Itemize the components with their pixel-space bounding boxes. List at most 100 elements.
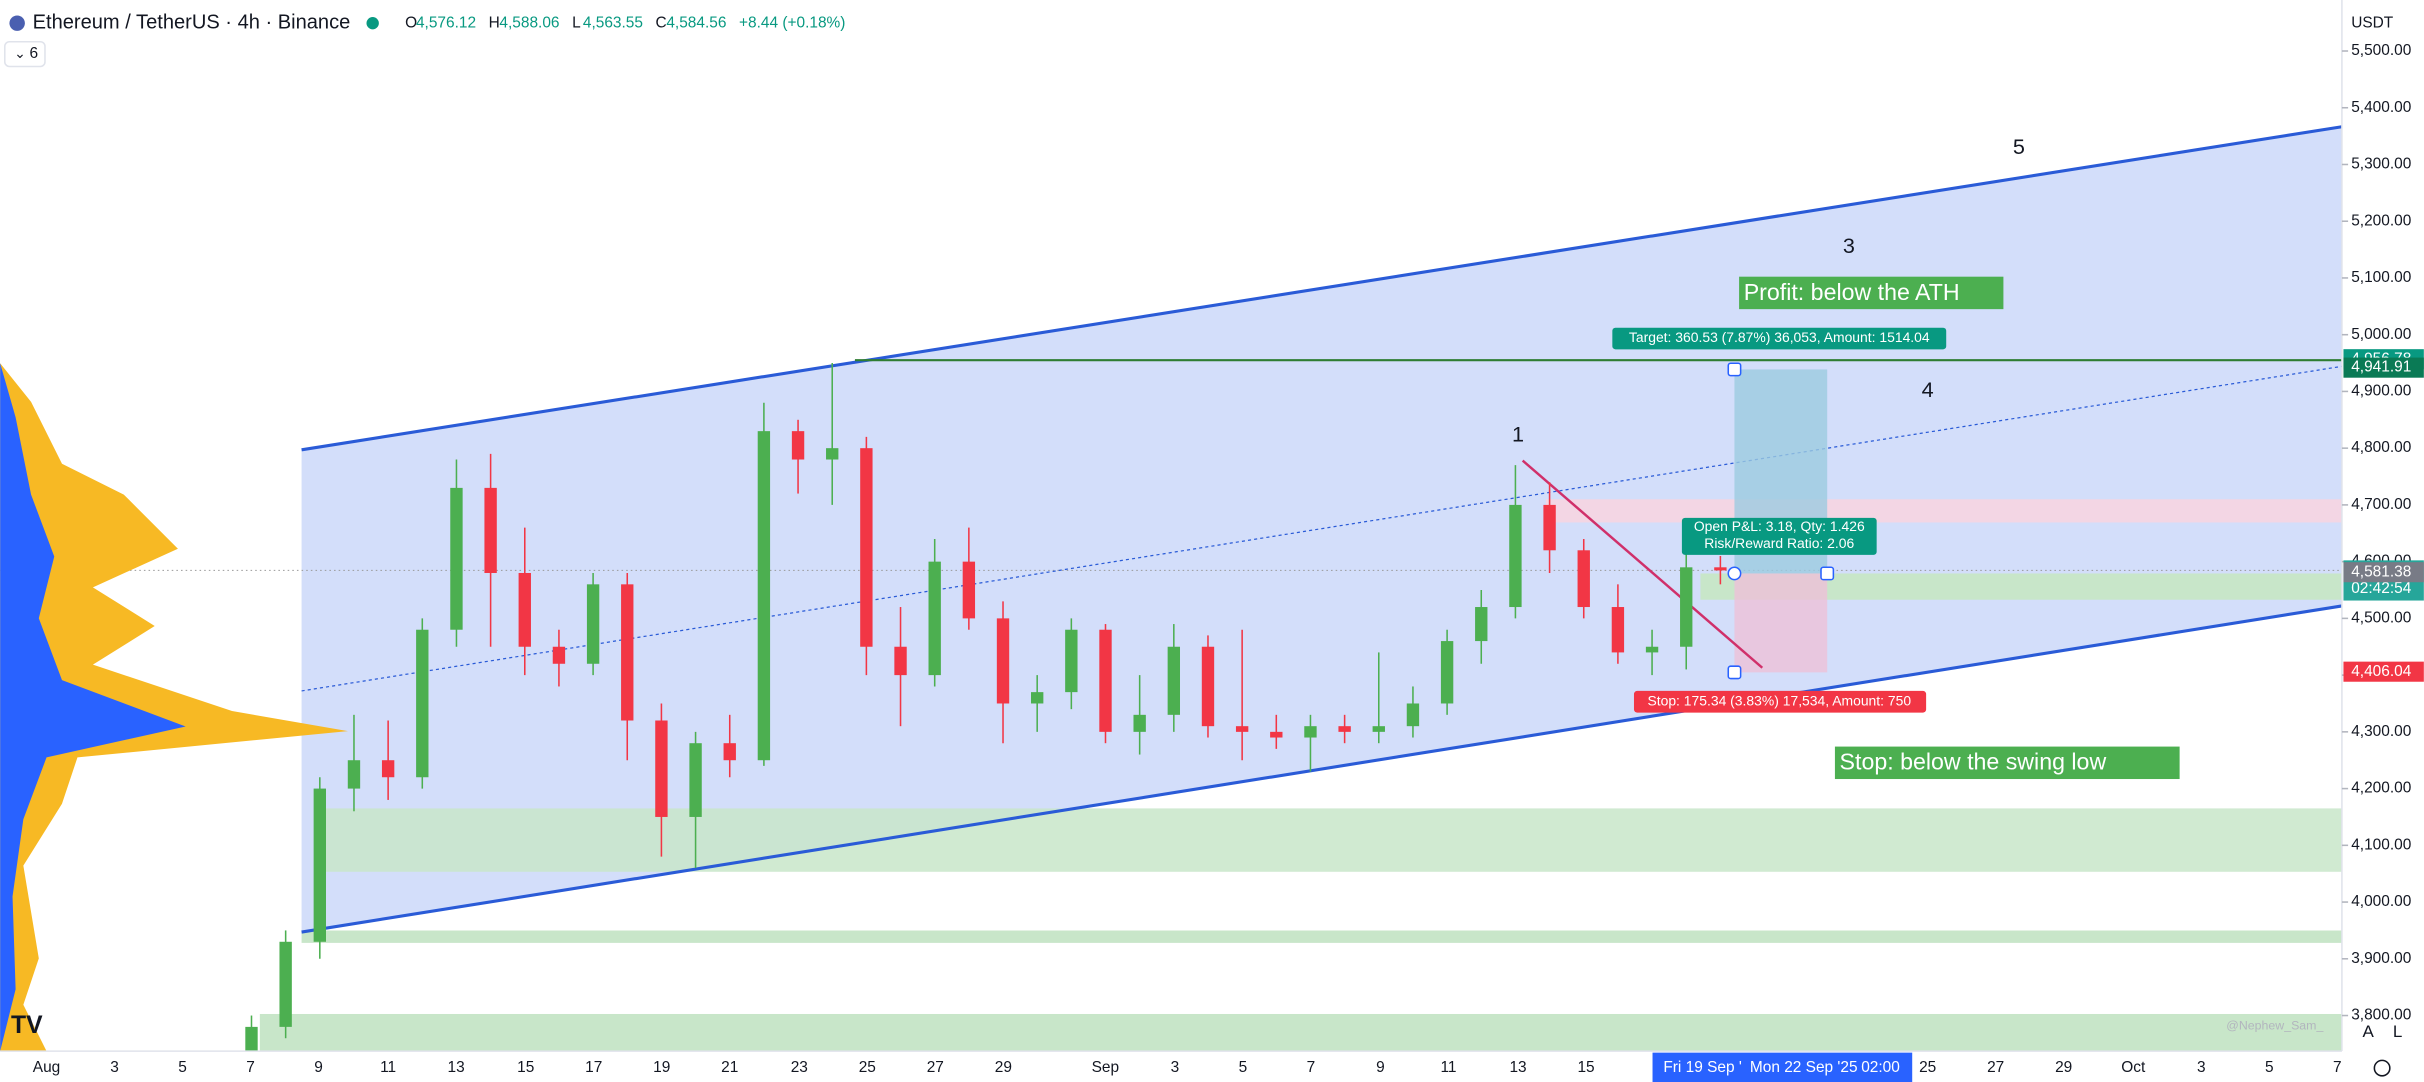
time-tick-label: 29 [2055, 1059, 2072, 1076]
time-tick-label: 3 [110, 1059, 119, 1076]
candles [245, 363, 1727, 1082]
channel-lower [301, 604, 2343, 934]
stop-label-box [1633, 690, 1927, 713]
candle-body [1201, 646, 1215, 727]
price-tag [2343, 357, 2424, 378]
candle-body [894, 646, 907, 676]
wave-label: 3 [1843, 233, 1855, 258]
demand-zone [259, 1013, 2342, 1052]
candle-body [996, 618, 1010, 704]
time-tick-label: 25 [859, 1059, 876, 1076]
time-tick-label: 5 [2265, 1059, 2274, 1076]
target-label-box [1612, 327, 1947, 350]
ohlc-value: 4,563.55 [583, 14, 643, 31]
trendline [1521, 459, 1764, 669]
price-tag-label: 4,406.04 [2351, 663, 2412, 680]
risk-reward: Risk/Reward Ratio: 2.06 [1704, 535, 1854, 551]
candle-body [1235, 726, 1249, 732]
candle-body [1338, 726, 1351, 732]
time-tick-label: 21 [721, 1059, 738, 1076]
time-tick-label: 7 [246, 1059, 255, 1076]
candle-body [518, 572, 531, 647]
candle-body [1065, 629, 1078, 693]
cursor-date: Mon 22 Sep '25 [1750, 1059, 1858, 1076]
demand-zone [301, 930, 2342, 943]
price-tag [2343, 661, 2424, 682]
time-tick-label: 5 [1239, 1059, 1248, 1076]
time-tick-label: 17 [585, 1059, 602, 1076]
open-pl: Open P&L: 3.18, Qty: 1.426 [1694, 518, 1865, 534]
handle[interactable] [1727, 665, 1742, 680]
ohlc-key: H [489, 14, 500, 31]
ohlc-value: 4,584.56 [666, 14, 726, 31]
candle-body [791, 431, 805, 460]
time-tick-label: Sep [1092, 1059, 1119, 1076]
chevron: ⌄ [14, 45, 26, 61]
candle-body [723, 743, 736, 761]
time-tick-label: 13 [1509, 1059, 1526, 1076]
candle-body [928, 561, 941, 676]
candle-body [1406, 703, 1420, 727]
supply-zone [1545, 499, 2342, 523]
wave-label: 1 [1512, 422, 1524, 447]
ohlc: O4,576.12 H 4,588.06 L 4,563.55 C 4,584.56 +8.4… [405, 14, 845, 31]
stop-note: Stop: below the swing low [1840, 749, 2107, 775]
price-tick-label: 5,000.00 [2351, 326, 2411, 343]
price-tick-label: 4,800.00 [2351, 439, 2411, 456]
price-tag-label: 4,581.38 [2351, 563, 2411, 580]
ohlc-value: 4,576.12 [416, 14, 476, 31]
candle-body [1440, 641, 1454, 704]
candle-body [1030, 692, 1044, 704]
price-tick-label: 4,000.00 [2351, 893, 2411, 910]
cursor-date: Fri 19 Sep ' [1663, 1059, 1742, 1076]
indicators-toggle[interactable] [4, 40, 46, 68]
auto-scale[interactable]: A [2363, 1022, 2375, 1041]
time-tick-label: 15 [1577, 1059, 1594, 1076]
wave-label: 4 [1922, 377, 1934, 402]
target-label: Target: 360.53 (7.87%) 36,053, Amount: 1… [1629, 329, 1930, 345]
candle-body [1270, 731, 1283, 738]
candle-body [1509, 504, 1522, 608]
wave-label: 5 [2013, 134, 2025, 159]
price-tick-label: 4,200.00 [2351, 780, 2411, 797]
candle-body [552, 646, 566, 664]
candle-body [416, 629, 429, 778]
price-tick-label: 5,400.00 [2351, 99, 2411, 116]
candle-body [689, 743, 702, 817]
candle-body [313, 788, 326, 942]
ohlc-value: 4,588.06 [499, 14, 559, 31]
log-scale[interactable]: L [2393, 1022, 2402, 1041]
time-cursor [1652, 1052, 1913, 1082]
ohlc-key: C [656, 14, 667, 31]
price-tag-label: 4,941.91 [2351, 359, 2411, 376]
cursor-time: 02:00 [1861, 1059, 1900, 1076]
candle-body [1475, 607, 1488, 642]
volume-profile [0, 363, 348, 1052]
candle-body [1167, 646, 1181, 715]
channel-upper [301, 125, 2343, 452]
price-axis-bg [2341, 0, 2424, 1082]
price-tick-label: 3,900.00 [2351, 950, 2411, 967]
candle-body [279, 941, 292, 1027]
price-tick-label: 4,900.00 [2351, 383, 2411, 400]
handle[interactable] [1820, 566, 1835, 581]
candle-body [860, 448, 873, 647]
time-tick-label: 27 [927, 1059, 944, 1076]
candle-body [347, 760, 361, 789]
time-axis-bg [0, 1051, 2424, 1082]
settings[interactable] [2373, 1059, 2391, 1077]
currency[interactable]: USDT [2351, 14, 2394, 31]
countdown: 02:42:54 [2351, 580, 2412, 597]
time-tick-label: 23 [791, 1059, 808, 1076]
candle-body [962, 561, 976, 619]
candle-body [1372, 726, 1385, 732]
time-tick-label: 3 [1171, 1059, 1180, 1076]
time-tick-label: Oct [2121, 1059, 2146, 1076]
handle[interactable] [1727, 362, 1742, 377]
time-tick-label: 19 [653, 1059, 670, 1076]
candle-body [1714, 567, 1727, 571]
time-tick-label: 7 [2333, 1059, 2342, 1076]
handle[interactable] [1727, 566, 1742, 581]
candle-body [1645, 646, 1659, 653]
